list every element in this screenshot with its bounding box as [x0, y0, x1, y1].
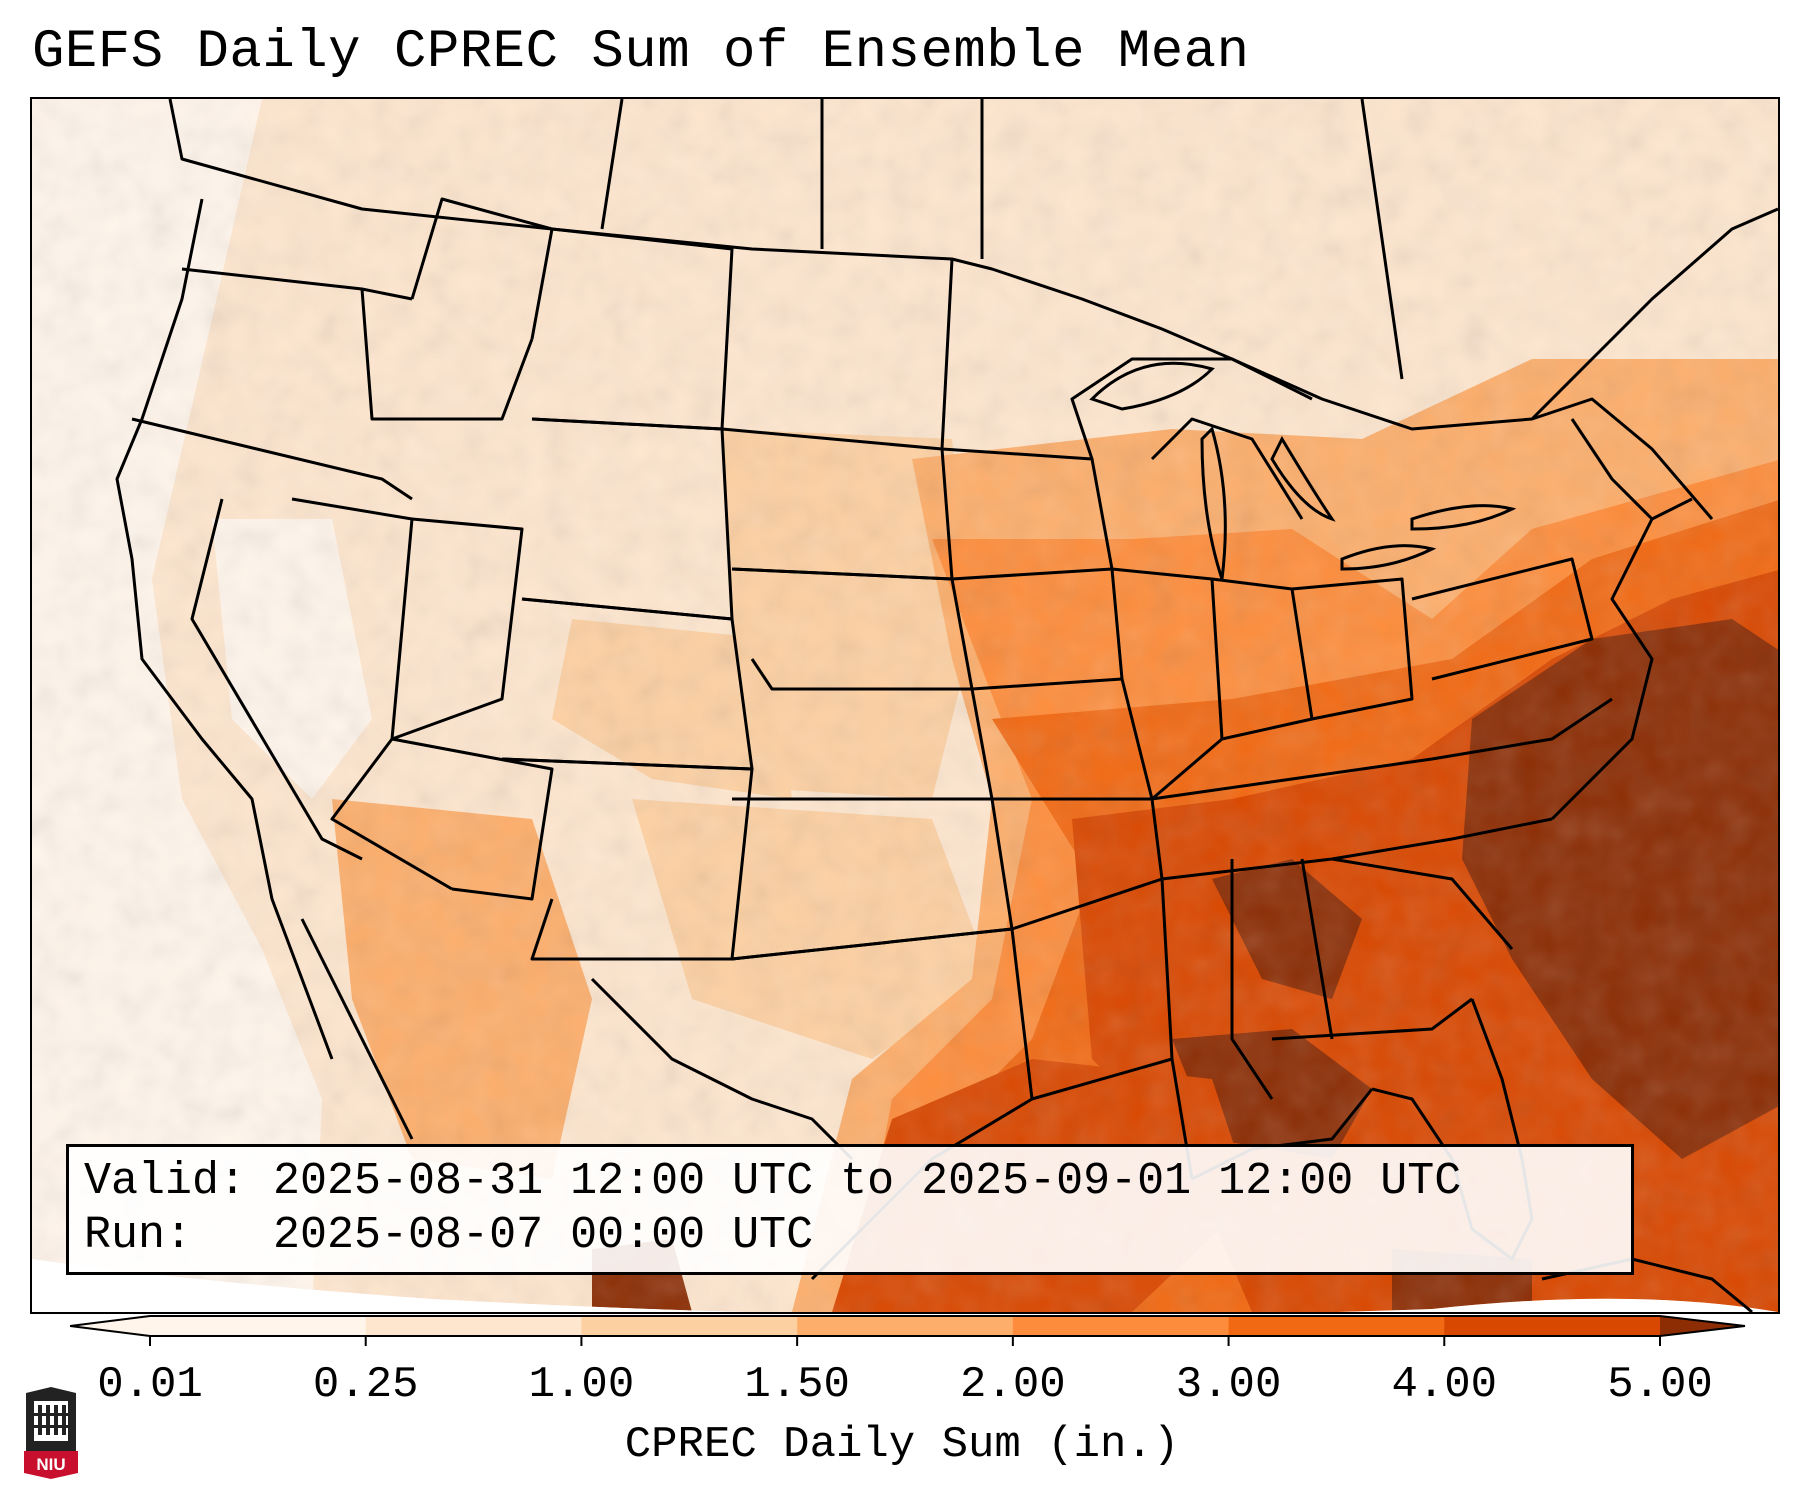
colorbar-under-arrow [70, 1316, 150, 1336]
state-boundaries [115, 99, 1778, 1312]
colorbar [70, 1315, 1746, 1346]
logo-badge [24, 1451, 78, 1479]
colorbar-tick-label: 1.50 [744, 1360, 850, 1410]
university-logo-icon: NIU [24, 1387, 78, 1479]
colorbar-tick-label: 2.00 [960, 1360, 1066, 1410]
precip-field [32, 99, 1778, 1312]
colorbar-segment [581, 1316, 798, 1336]
colorbar-segment [1444, 1316, 1661, 1336]
colorbar-segment [797, 1316, 1014, 1336]
colorbar-segment [150, 1316, 367, 1336]
logo-text: NIU [36, 1455, 65, 1474]
colorbar-over-arrow [1660, 1316, 1745, 1336]
colorbar-segment [1228, 1316, 1445, 1336]
colorbar-label: CPREC Daily Sum (in.) [624, 1420, 1180, 1470]
colorbar-tick-label: 5.00 [1607, 1360, 1713, 1410]
great-lakes [1089, 361, 1517, 580]
colorbar-segment [1012, 1316, 1230, 1336]
map-svg [32, 99, 1778, 1312]
colorbar-segment [365, 1316, 582, 1336]
colorbar-tick-label: 4.00 [1391, 1360, 1498, 1410]
run-time-line: Run: 2025-08-07 00:00 UTC [84, 1210, 814, 1261]
valid-run-info-box: Valid: 2025-08-31 12:00 UTC to 2025-09-0… [66, 1144, 1634, 1275]
colorbar-tick-label: 0.25 [312, 1360, 419, 1410]
colorbar-tick-label: 0.01 [97, 1360, 203, 1410]
valid-time-line: Valid: 2025-08-31 12:00 UTC to 2025-09-0… [84, 1156, 1462, 1207]
colorbar-tick-label: 1.00 [528, 1360, 635, 1410]
precipitation-map [30, 97, 1780, 1314]
colorbar-tick-label: 3.00 [1175, 1360, 1282, 1410]
map-title: GEFS Daily CPREC Sum of Ensemble Mean [32, 22, 1250, 83]
